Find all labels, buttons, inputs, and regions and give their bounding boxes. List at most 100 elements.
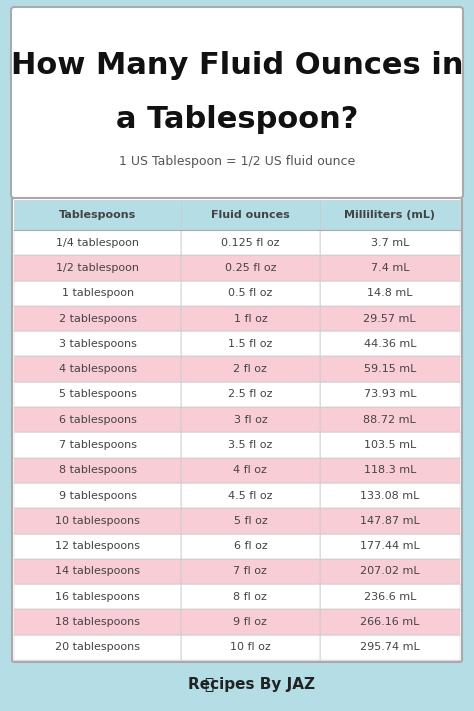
Text: 3 fl oz: 3 fl oz	[234, 415, 267, 424]
Bar	[14, 255, 181, 281]
Text: 0.125 fl oz: 0.125 fl oz	[221, 237, 280, 247]
Bar	[181, 306, 319, 331]
Bar	[319, 255, 460, 281]
Bar	[181, 635, 319, 660]
Text: 4 tablespoons: 4 tablespoons	[59, 364, 137, 374]
Bar	[319, 584, 460, 609]
Bar	[14, 281, 181, 306]
Bar	[319, 508, 460, 533]
Bar	[14, 230, 181, 255]
Text: 4 fl oz: 4 fl oz	[233, 465, 267, 475]
Text: 118.3 mL: 118.3 mL	[364, 465, 416, 475]
Bar	[14, 635, 181, 660]
Text: 147.87 mL: 147.87 mL	[360, 516, 419, 526]
Bar	[319, 382, 460, 407]
Bar	[319, 356, 460, 382]
Text: a Tablespoon?: a Tablespoon?	[116, 105, 358, 134]
Text: 1/4 tablespoon: 1/4 tablespoon	[56, 237, 139, 247]
Text: Tablespoons: Tablespoons	[59, 210, 136, 220]
Bar	[181, 407, 319, 432]
Text: 20 tablespoons: 20 tablespoons	[55, 642, 140, 653]
Bar	[14, 200, 181, 230]
Bar	[319, 230, 460, 255]
Text: 295.74 mL: 295.74 mL	[360, 642, 419, 653]
Text: 3 tablespoons: 3 tablespoons	[59, 339, 137, 349]
Text: Milliliters (mL): Milliliters (mL)	[344, 210, 435, 220]
Bar	[319, 609, 460, 635]
Text: 7 fl oz: 7 fl oz	[233, 567, 267, 577]
Text: 1 fl oz: 1 fl oz	[234, 314, 267, 324]
Bar	[319, 635, 460, 660]
Text: 1.5 fl oz: 1.5 fl oz	[228, 339, 273, 349]
Text: Fluid ounces: Fluid ounces	[211, 210, 290, 220]
Text: Recipes By JAZ: Recipes By JAZ	[189, 678, 316, 693]
Bar	[181, 508, 319, 533]
Text: 12 tablespoons: 12 tablespoons	[55, 541, 140, 551]
Text: 8 fl oz: 8 fl oz	[233, 592, 267, 602]
Bar	[319, 483, 460, 508]
Bar	[14, 382, 181, 407]
Text: 6 tablespoons: 6 tablespoons	[59, 415, 137, 424]
Text: 1/2 tablespoon: 1/2 tablespoon	[56, 263, 139, 273]
Bar	[14, 331, 181, 356]
Text: 4.5 fl oz: 4.5 fl oz	[228, 491, 273, 501]
Text: 1 US Tablespoon = 1/2 US fluid ounce: 1 US Tablespoon = 1/2 US fluid ounce	[119, 156, 355, 169]
Bar	[181, 255, 319, 281]
Text: 59.15 mL: 59.15 mL	[364, 364, 416, 374]
Bar	[181, 533, 319, 559]
Text: 8 tablespoons: 8 tablespoons	[59, 465, 137, 475]
Bar	[181, 230, 319, 255]
Bar	[14, 533, 181, 559]
Text: 5 fl oz: 5 fl oz	[234, 516, 267, 526]
Text: 9 tablespoons: 9 tablespoons	[59, 491, 137, 501]
Text: 1 tablespoon: 1 tablespoon	[62, 288, 134, 298]
Text: 18 tablespoons: 18 tablespoons	[55, 617, 140, 627]
Text: 3.5 fl oz: 3.5 fl oz	[228, 440, 273, 450]
Bar	[181, 432, 319, 458]
Text: 10 fl oz: 10 fl oz	[230, 642, 271, 653]
Text: 2 tablespoons: 2 tablespoons	[59, 314, 137, 324]
Text: 14 tablespoons: 14 tablespoons	[55, 567, 140, 577]
Bar	[14, 559, 181, 584]
Text: 14.8 mL: 14.8 mL	[367, 288, 412, 298]
Text: 3.7 mL: 3.7 mL	[371, 237, 409, 247]
Bar	[14, 508, 181, 533]
Bar	[14, 432, 181, 458]
Bar	[319, 306, 460, 331]
Bar	[14, 609, 181, 635]
Bar	[14, 407, 181, 432]
Bar	[319, 331, 460, 356]
Text: 207.02 mL: 207.02 mL	[360, 567, 419, 577]
Bar	[319, 458, 460, 483]
Bar	[319, 407, 460, 432]
Text: 7 tablespoons: 7 tablespoons	[59, 440, 137, 450]
Text: 44.36 mL: 44.36 mL	[364, 339, 416, 349]
Text: How Many Fluid Ounces in: How Many Fluid Ounces in	[11, 50, 463, 80]
Bar	[14, 306, 181, 331]
Bar	[181, 200, 319, 230]
Text: 2.5 fl oz: 2.5 fl oz	[228, 390, 273, 400]
Bar	[181, 331, 319, 356]
Bar	[14, 356, 181, 382]
Text: 29.57 mL: 29.57 mL	[364, 314, 416, 324]
Text: 103.5 mL: 103.5 mL	[364, 440, 416, 450]
Text: 7.4 mL: 7.4 mL	[371, 263, 409, 273]
Text: 6 fl oz: 6 fl oz	[234, 541, 267, 551]
Text: 0.5 fl oz: 0.5 fl oz	[228, 288, 273, 298]
Bar	[181, 483, 319, 508]
Text: 9 fl oz: 9 fl oz	[233, 617, 267, 627]
Bar	[181, 609, 319, 635]
Bar	[319, 200, 460, 230]
FancyBboxPatch shape	[11, 7, 463, 198]
Bar	[181, 458, 319, 483]
Bar	[14, 584, 181, 609]
Text: 266.16 mL: 266.16 mL	[360, 617, 419, 627]
Bar	[319, 432, 460, 458]
Text: 🥄: 🥄	[204, 678, 214, 693]
FancyBboxPatch shape	[12, 198, 462, 662]
Text: 236.6 mL: 236.6 mL	[364, 592, 416, 602]
Bar	[181, 584, 319, 609]
Text: 0.25 fl oz: 0.25 fl oz	[225, 263, 276, 273]
Bar	[319, 533, 460, 559]
Bar	[181, 281, 319, 306]
